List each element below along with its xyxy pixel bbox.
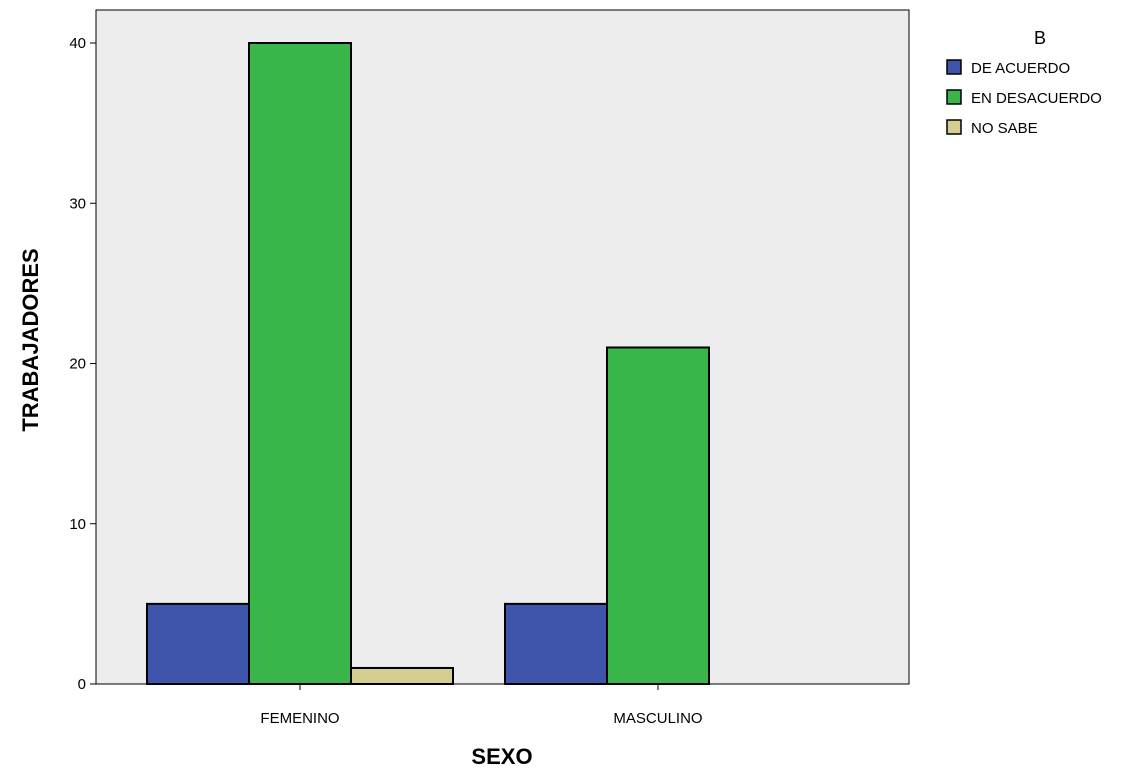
legend-swatch [946,59,962,75]
y-tick-label: 20 [69,356,86,373]
x-axis: FEMENINO MASCULINO [260,684,703,727]
x-tick-label: MASCULINO [613,710,702,727]
x-tick-label: FEMENINO [260,710,339,727]
legend-items: DE ACUERDO EN DESACUERDO NO SABE [946,59,1102,137]
y-tick-label: 40 [69,35,86,52]
y-tick-label: 0 [78,676,86,693]
bar-de-acuerdo-masculino [504,602,608,685]
legend-title: B [1034,28,1046,48]
plot-area [95,9,910,685]
legend-swatch [946,89,962,105]
legend-label: DE ACUERDO [971,60,1070,77]
bar-en-desacuerdo-masculino [606,346,710,685]
x-axis-title: SEXO [471,744,532,769]
bar-no-sabe-femenino [350,666,454,685]
bar-de-acuerdo-femenino [146,602,250,685]
legend: B DE ACUERDO EN DESACUERDO NO SABE [946,28,1102,137]
legend-swatch [946,119,962,135]
legend-label: EN DESACUERDO [971,90,1102,107]
y-tick-label: 10 [69,516,86,533]
bars-group [146,42,710,685]
bar-en-desacuerdo-femenino [248,42,352,685]
y-axis-title: TRABAJADORES [18,248,43,431]
y-tick-label: 30 [69,195,86,212]
legend-label: NO SABE [971,120,1038,137]
y-axis: 0 10 20 30 40 [69,35,96,693]
